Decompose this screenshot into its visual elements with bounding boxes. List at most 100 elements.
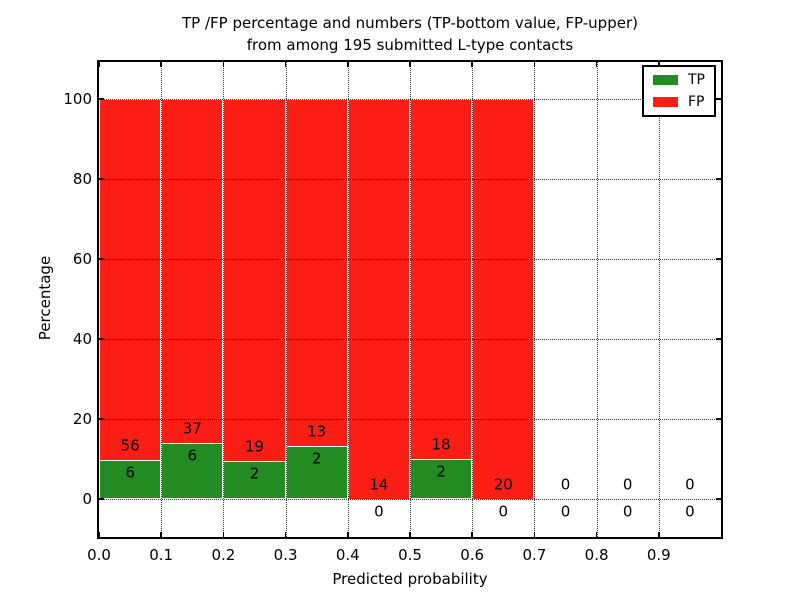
fp-bar-segment [99, 99, 162, 461]
y-tick-label: 60 [72, 250, 92, 268]
fp-count-label: 0 [685, 475, 695, 494]
tp-count-label: 6 [125, 463, 135, 482]
chart-title: TP /FP percentage and numbers (TP-bottom… [97, 12, 723, 56]
legend: TP FP [642, 65, 716, 117]
legend-entry-label: FP [688, 94, 705, 110]
y-tick-mark-right [716, 178, 721, 180]
tp-count-label: 2 [436, 462, 446, 481]
x-tick-label: 0.0 [87, 546, 111, 564]
fp-bar-segment [347, 99, 410, 499]
y-tick-mark-right [716, 498, 721, 500]
x-tick-mark-top [658, 62, 660, 67]
x-axis-label: Predicted probability [332, 570, 488, 588]
y-tick-mark-right [716, 338, 721, 340]
tp-count-label: 6 [187, 446, 198, 465]
x-tick-mark-top [533, 62, 536, 67]
tp-count-label: 0 [374, 502, 384, 521]
x-gridline [347, 62, 349, 537]
legend-entry: TP [653, 73, 705, 87]
x-tick-label: 0.2 [211, 546, 236, 564]
chart-title-line1: TP /FP percentage and numbers (TP-bottom… [182, 14, 638, 32]
x-tick-mark-top [471, 62, 473, 67]
legend-entry-label: TP [688, 72, 705, 88]
tp-bar-segment [161, 443, 224, 499]
x-tick-label: 0.9 [646, 546, 671, 564]
tp-legend-swatch [653, 75, 678, 85]
fp-bar-segment [472, 99, 535, 499]
x-tick-label: 0.7 [522, 546, 547, 564]
y-tick-label: 100 [63, 90, 92, 108]
x-gridline [285, 62, 287, 537]
y-axis-label: Percentage [36, 255, 54, 341]
x-tick-mark-top [595, 62, 598, 67]
tp-count-label: 2 [311, 449, 322, 468]
y-tick-mark [99, 258, 104, 260]
chart-title-line2: from among 195 submitted L-type contacts [246, 36, 574, 54]
tp-count-label: 0 [685, 502, 695, 521]
tp-count-label: 0 [622, 502, 633, 521]
y-gridline [99, 179, 721, 180]
x-tick-label: 0.4 [335, 546, 360, 564]
y-tick-label: 0 [82, 490, 92, 508]
fp-bar-segment [410, 99, 473, 459]
tp-count-label: 2 [249, 464, 260, 483]
y-tick-mark-right [716, 98, 721, 100]
y-gridline [99, 99, 721, 100]
fp-bar-segment [161, 99, 224, 444]
x-tick-label: 0.8 [584, 546, 609, 564]
fp-legend-swatch [653, 97, 678, 107]
x-tick-mark-top [284, 62, 287, 67]
y-tick-mark [99, 498, 104, 500]
tp-bar-segment [99, 460, 162, 499]
fp-count-label: 18 [431, 435, 451, 454]
tp-bar-segment [285, 445, 348, 499]
x-gridline [472, 62, 474, 537]
y-tick-mark [99, 338, 104, 340]
x-gridline [410, 62, 411, 537]
x-tick-mark [98, 532, 100, 537]
x-tick-label: 0.6 [460, 546, 485, 564]
y-gridline [99, 259, 721, 260]
x-tick-mark-top [409, 62, 411, 67]
y-tick-label: 80 [72, 170, 92, 188]
x-tick-mark [347, 532, 349, 537]
x-gridline [534, 62, 536, 537]
x-tick-mark-top [98, 62, 100, 67]
x-tick-mark [409, 532, 411, 537]
x-gridline [161, 62, 163, 537]
x-tick-mark [595, 532, 598, 537]
x-tick-mark [533, 532, 536, 537]
y-tick-mark [99, 98, 104, 100]
fp-count-label: 0 [560, 475, 571, 494]
x-tick-mark-top [347, 62, 349, 67]
y-tick-mark [99, 178, 104, 180]
y-tick-mark-right [716, 258, 721, 260]
y-gridline [99, 339, 721, 340]
fp-count-label: 14 [369, 475, 389, 494]
x-gridline [658, 62, 660, 537]
x-tick-mark [160, 532, 162, 537]
x-tick-mark-top [160, 62, 162, 67]
fp-count-label: 56 [120, 436, 140, 455]
tp-count-label: 0 [560, 502, 571, 521]
fp-count-label: 20 [493, 475, 513, 494]
fp-count-label: 19 [244, 437, 265, 456]
legend-entry: FP [653, 95, 705, 109]
x-tick-label: 0.1 [149, 546, 174, 564]
y-tick-label: 20 [72, 410, 92, 428]
x-tick-mark [222, 532, 225, 537]
tp-count-label: 0 [498, 502, 509, 521]
y-gridline [99, 419, 721, 420]
fp-count-label: 37 [182, 419, 202, 438]
x-gridline [596, 62, 598, 537]
y-tick-mark-right [716, 418, 721, 420]
x-tick-label: 0.5 [398, 546, 422, 564]
x-gridline [223, 62, 225, 537]
y-tick-mark [99, 418, 104, 420]
plot-area: TP FP 56 6 37 6 19 2 13 2 14 0 18 2 20 0 0 0 0 0 0 0 [97, 60, 723, 539]
x-tick-mark [471, 532, 473, 537]
x-tick-mark-top [222, 62, 225, 67]
fp-count-label: 13 [307, 422, 327, 441]
fp-bar-segment [223, 99, 286, 461]
